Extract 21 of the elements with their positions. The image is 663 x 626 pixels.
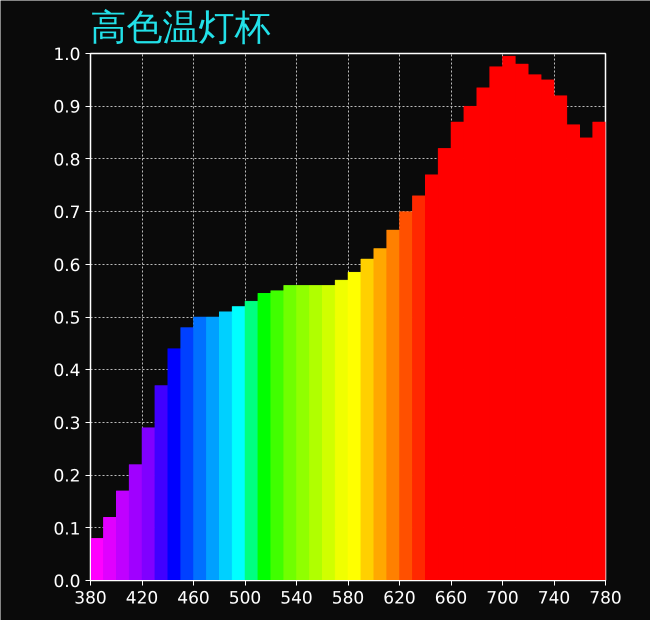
x-tick-label: 460 — [177, 588, 210, 608]
y-tick-label: 0.8 — [53, 150, 81, 170]
x-tick-label: 540 — [280, 588, 313, 608]
x-tick-label: 580 — [332, 588, 364, 608]
x-tick-label: 740 — [538, 588, 570, 608]
x-tick-label: 700 — [486, 588, 519, 608]
chart-title: 高色温灯杯 — [90, 8, 270, 48]
y-tick-label: 0.9 — [53, 98, 81, 118]
y-tick-label: 0.2 — [53, 466, 81, 487]
x-tick-label: 660 — [434, 588, 468, 608]
y-tick-label: 0.4 — [53, 361, 81, 382]
y-tick-label: 1.0 — [53, 45, 81, 65]
x-tick-label: 420 — [126, 588, 158, 608]
y-tick-label: 0.3 — [53, 414, 81, 434]
y-tick-label: 0.1 — [53, 519, 81, 540]
x-tick-label: 500 — [228, 588, 262, 608]
y-tick-label: 0.6 — [53, 256, 81, 276]
y-tick-label: 0.5 — [53, 308, 81, 328]
x-tick-label: 780 — [589, 588, 622, 608]
y-tick-label: 0.7 — [53, 203, 81, 224]
x-tick-label: 620 — [383, 588, 416, 608]
